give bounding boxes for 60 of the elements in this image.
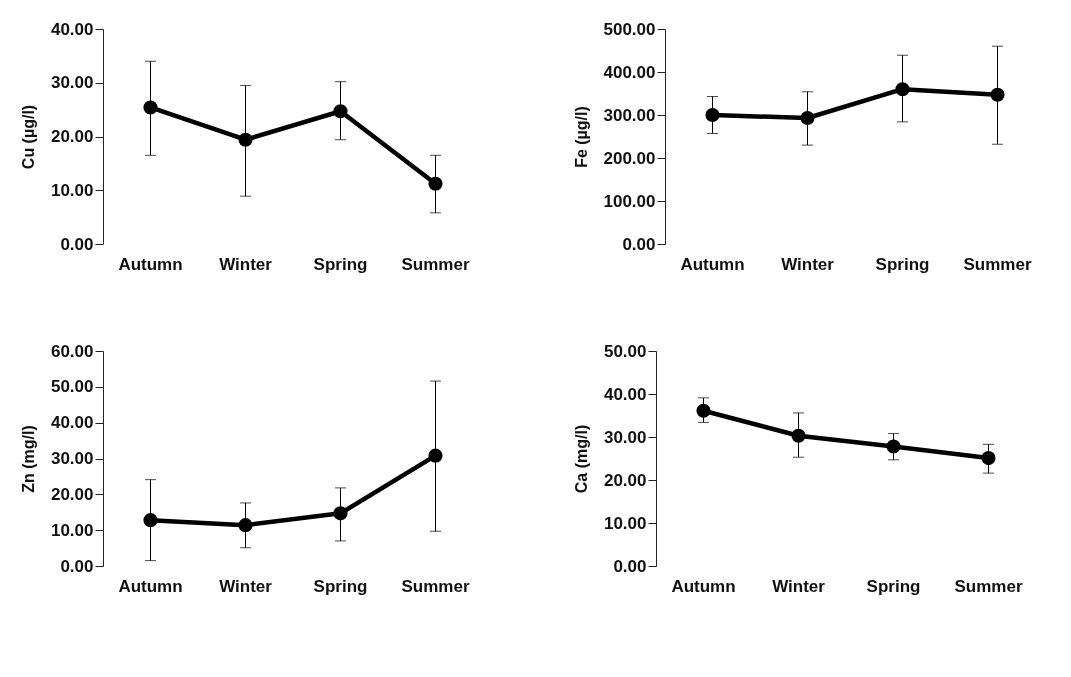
x-tick-label: Summer: [401, 254, 470, 274]
point: [886, 439, 901, 454]
y-axis-title: Fe (µg/l): [572, 106, 590, 168]
point: [238, 518, 253, 533]
x-tick-label: Spring: [313, 254, 368, 274]
point: [895, 82, 910, 97]
y-tick-label: 300.00: [603, 105, 656, 125]
point: [143, 513, 158, 528]
y-tick-label: 60.00: [50, 341, 94, 361]
y-tick-label: 0.00: [60, 234, 94, 254]
point: [333, 104, 348, 119]
point: [428, 448, 443, 463]
y-tick-label: 500.00: [603, 19, 656, 39]
y-tick-label: 40.00: [50, 413, 94, 433]
y-tick-label: 40.00: [50, 19, 94, 39]
point: [990, 87, 1005, 102]
y-tick-label: 200.00: [603, 148, 656, 168]
point: [333, 506, 348, 521]
x-tick-label: Spring: [875, 254, 930, 274]
y-tick-label: 100.00: [603, 191, 656, 211]
y-tick-label: 0.00: [622, 234, 656, 254]
y-axis-title: Cu (µg/l): [19, 104, 37, 170]
x-tick-label: Winter: [219, 576, 273, 596]
y-tick-label: 10.00: [603, 513, 647, 533]
y-tick-label: 20.00: [50, 127, 94, 146]
y-tick-label: 0.00: [613, 556, 647, 576]
y-tick-label: 30.00: [50, 73, 94, 93]
x-tick-label: Autumn: [671, 576, 736, 596]
point: [981, 451, 996, 466]
y-axis-title: Ca (mg/l): [572, 424, 590, 494]
x-tick-label: Winter: [219, 254, 273, 274]
point: [705, 107, 720, 123]
point: [791, 428, 806, 443]
x-tick-label: Summer: [963, 254, 1032, 274]
y-tick-label: 0.00: [60, 556, 94, 576]
y-tick-label: 10.00: [50, 520, 94, 540]
y-tick-label: 20.00: [50, 484, 94, 504]
point: [696, 403, 711, 418]
x-tick-label: Autumn: [680, 254, 745, 274]
x-tick-label: Autumn: [118, 254, 183, 274]
x-tick-label: Winter: [772, 576, 826, 596]
x-tick-label: Summer: [401, 576, 470, 596]
y-tick-label: 10.00: [50, 180, 94, 200]
point: [800, 110, 815, 126]
y-tick-label: 50.00: [603, 341, 647, 361]
y-tick-label: 30.00: [50, 449, 94, 468]
x-tick-label: Spring: [313, 576, 368, 596]
x-tick-label: Spring: [866, 576, 921, 596]
point: [428, 176, 443, 191]
y-tick-label: 400.00: [603, 62, 656, 82]
y-tick-label: 50.00: [50, 377, 94, 397]
x-tick-label: Summer: [954, 576, 1023, 596]
point: [238, 132, 253, 147]
y-axis-title: Zn (mg/l): [19, 425, 37, 493]
y-tick-label: 40.00: [603, 384, 647, 404]
y-tick-label: 20.00: [603, 470, 647, 490]
x-tick-label: Autumn: [118, 576, 183, 596]
point: [143, 100, 158, 115]
x-tick-label: Winter: [781, 254, 835, 274]
y-tick-label: 30.00: [603, 427, 647, 447]
